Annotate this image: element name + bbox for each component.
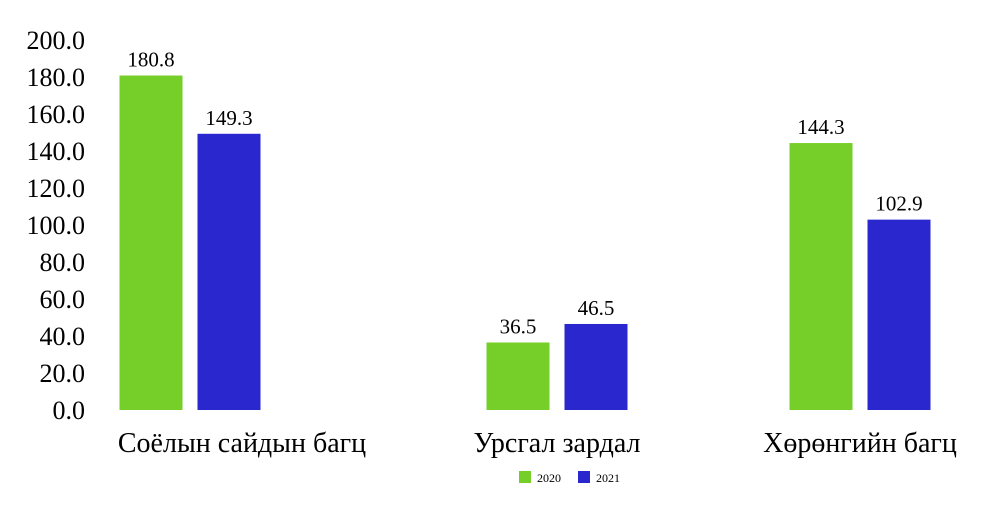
data-label-2020-2: 144.3 (797, 115, 844, 139)
category-label-2: Хөрөнгийн багц (763, 428, 957, 459)
legend: 2020 2021 (519, 471, 620, 485)
legend-label-2021: 2021 (596, 471, 620, 485)
y-tick-label: 140.0 (27, 137, 86, 166)
data-label-2020-0: 180.8 (127, 48, 174, 72)
bar-2020-1 (486, 342, 550, 410)
y-tick-label: 20.0 (40, 359, 86, 388)
category-labels-group: Соёлын сайдын багц Урсгал зардал Хөрөнгийн… (118, 428, 957, 459)
bars-group (119, 75, 931, 411)
legend-swatch-2021 (578, 471, 590, 483)
bar-2021-0 (197, 133, 261, 411)
y-tick-label: 40.0 (40, 322, 86, 351)
data-label-2021-0: 149.3 (205, 106, 252, 130)
data-label-2021-2: 102.9 (875, 192, 922, 216)
y-tick-label: 160.0 (27, 100, 86, 129)
data-labels-group: 180.8 149.3 36.5 46.5 144.3 102.9 (127, 48, 922, 339)
data-label-2021-1: 46.5 (578, 296, 615, 320)
legend-swatch-2020 (519, 471, 531, 483)
y-tick-label: 100.0 (27, 211, 86, 240)
bar-2021-2 (867, 219, 931, 410)
y-tick-label: 120.0 (27, 174, 86, 203)
data-label-2020-1: 36.5 (500, 314, 537, 338)
legend-label-2020: 2020 (537, 471, 561, 485)
y-axis: 0.0 20.0 40.0 60.0 80.0 100.0 120.0 140.0 160.0 1… (27, 26, 86, 425)
bar-2021-1 (564, 323, 628, 410)
y-tick-label: 60.0 (40, 285, 86, 314)
bar-2020-0 (119, 75, 183, 411)
y-tick-label: 80.0 (40, 248, 86, 277)
y-tick-label: 180.0 (27, 63, 86, 92)
y-tick-label: 0.0 (53, 396, 86, 425)
y-tick-label: 200.0 (27, 26, 86, 55)
category-label-1: Урсгал зардал (474, 428, 641, 459)
category-label-0: Соёлын сайдын багц (118, 428, 366, 459)
bar-2020-2 (789, 143, 853, 411)
